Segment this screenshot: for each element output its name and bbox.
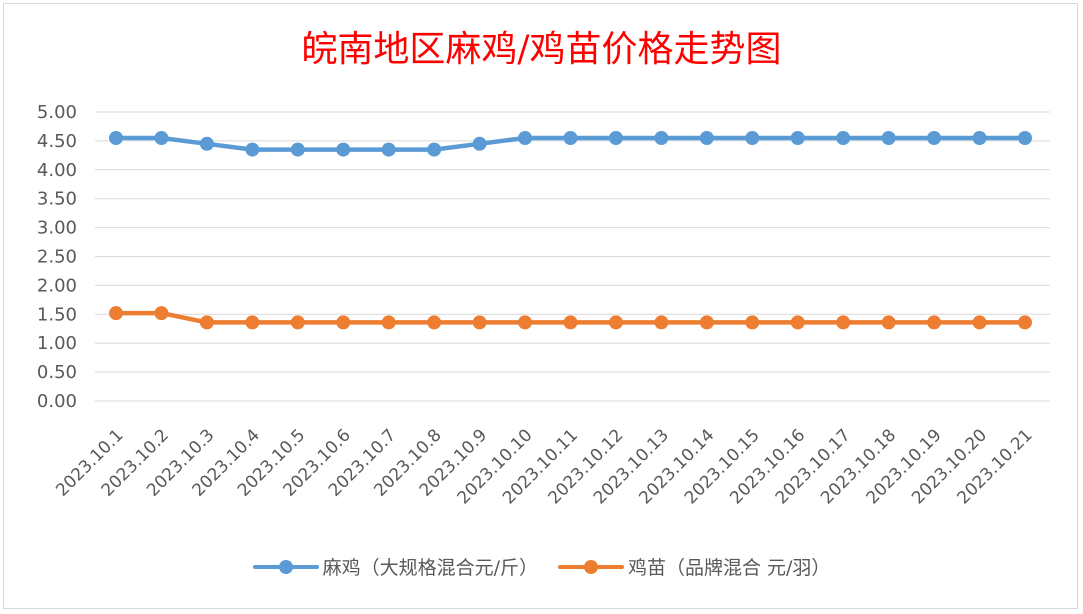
- series-2-point[interactable]: [699, 315, 714, 330]
- series-1-point[interactable]: [836, 131, 851, 146]
- legend-item-series-1[interactable]: 麻鸡（大规格混合元/斤）: [252, 553, 538, 580]
- y-tick-label: 2.00: [37, 275, 77, 296]
- y-tick-label: 3.00: [37, 218, 77, 239]
- x-axis-tick-labels: 2023.10.12023.10.22023.10.32023.10.42023…: [52, 425, 1036, 508]
- series-1-point[interactable]: [563, 131, 578, 146]
- series-1-point[interactable]: [199, 136, 214, 151]
- series-2-point[interactable]: [381, 315, 396, 330]
- series-1-point[interactable]: [972, 131, 987, 146]
- series-2-point[interactable]: [836, 315, 851, 330]
- y-tick-label: 5.00: [37, 102, 77, 123]
- series-1-point[interactable]: [927, 131, 942, 146]
- legend-key-series-1: [252, 559, 319, 575]
- series-2-point[interactable]: [745, 315, 760, 330]
- series-1-point[interactable]: [1018, 131, 1032, 146]
- series-2-point[interactable]: [109, 306, 123, 321]
- series-2-point[interactable]: [336, 315, 351, 330]
- series-1-point[interactable]: [608, 131, 623, 146]
- series-1-point[interactable]: [881, 131, 896, 146]
- series-2-point[interactable]: [199, 315, 214, 330]
- chart-title: 皖南地区麻鸡/鸡苗价格走势图: [301, 29, 782, 70]
- y-tick-label: 4.00: [37, 160, 77, 181]
- y-tick-label: 3.50: [37, 189, 77, 210]
- series-1-point[interactable]: [154, 131, 169, 146]
- series-2-point[interactable]: [245, 315, 260, 330]
- y-tick-label: 1.00: [37, 333, 77, 354]
- series-2-point[interactable]: [1018, 315, 1032, 330]
- series-1-point[interactable]: [290, 142, 305, 157]
- series-lines: [109, 131, 1032, 330]
- legend-label-series-2: 鸡苗（品牌混合 元/羽）: [627, 557, 831, 579]
- series-1-point[interactable]: [245, 142, 260, 157]
- legend-item-series-2[interactable]: 鸡苗（品牌混合 元/羽）: [557, 553, 831, 580]
- series-1-point[interactable]: [109, 131, 123, 146]
- series-2-point[interactable]: [972, 315, 987, 330]
- series-2-point[interactable]: [608, 315, 623, 330]
- series-1-point[interactable]: [745, 131, 760, 146]
- series-1-point[interactable]: [472, 136, 487, 151]
- chart-area: [3, 3, 1078, 609]
- series-1-point[interactable]: [699, 131, 714, 146]
- y-tick-label: 1.50: [37, 304, 77, 325]
- legend-marker-series-2: [583, 559, 598, 574]
- series-2-point[interactable]: [881, 315, 896, 330]
- series-2-point[interactable]: [790, 315, 805, 330]
- legend-marker-series-1: [278, 559, 293, 574]
- legend: 麻鸡（大规格混合元/斤） 鸡苗（品牌混合 元/羽）: [0, 553, 1083, 580]
- y-tick-label: 0.00: [37, 391, 77, 412]
- series-2-point[interactable]: [927, 315, 942, 330]
- series-1-point[interactable]: [336, 142, 351, 157]
- y-tick-label: 4.50: [37, 131, 77, 152]
- series-2-point[interactable]: [290, 315, 305, 330]
- series-2-point[interactable]: [563, 315, 578, 330]
- legend-key-series-2: [557, 559, 624, 575]
- series-2-point[interactable]: [154, 306, 169, 321]
- y-axis-tick-labels: 0.00 0.50 1.00 1.50 2.00 2.50 3.00 3.50 4.00 4.50…: [37, 102, 77, 412]
- series-1-point[interactable]: [381, 142, 396, 157]
- gridlines: [95, 111, 1050, 402]
- y-tick-label: 2.50: [37, 247, 77, 268]
- series-2-point[interactable]: [472, 315, 487, 330]
- y-tick-label: 0.50: [37, 362, 77, 383]
- series-2-point[interactable]: [518, 315, 533, 330]
- series-2-point[interactable]: [654, 315, 669, 330]
- series-1-point[interactable]: [427, 142, 442, 157]
- series-2-point[interactable]: [427, 315, 442, 330]
- legend-label-series-1: 麻鸡（大规格混合元/斤）: [322, 557, 538, 579]
- series-1-point[interactable]: [654, 131, 669, 146]
- series-1-point[interactable]: [518, 131, 533, 146]
- series-1-point[interactable]: [790, 131, 805, 146]
